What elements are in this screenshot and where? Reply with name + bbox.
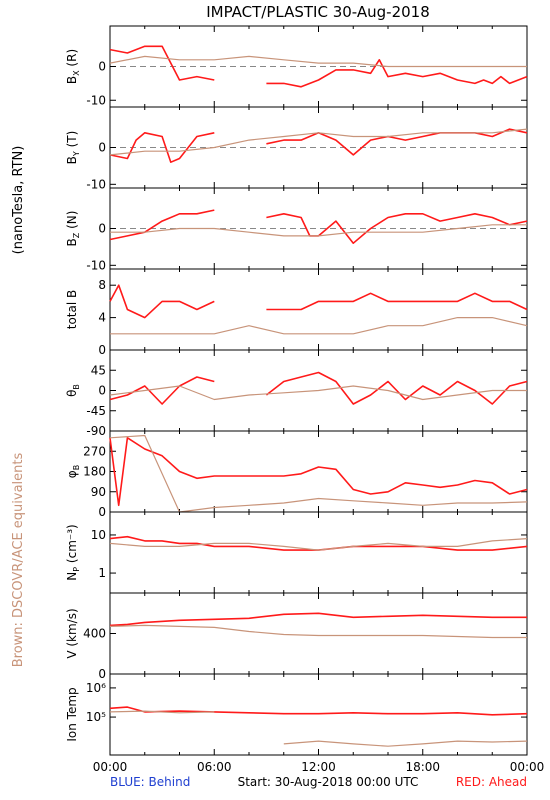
footer-ahead-label: RED: Ahead — [456, 775, 527, 789]
x-tick-label: 06:00 — [197, 760, 232, 774]
panel-bz: 0 -10 BZ (N) — [65, 187, 528, 272]
y-tick-label: 0 — [98, 343, 106, 357]
y-axis-label: BZ (N) — [65, 211, 81, 247]
y-tick-label: 0 — [98, 222, 106, 236]
y-tick-label: 90 — [91, 485, 106, 499]
y-axis-label: θB — [65, 384, 81, 397]
y-tick-label: 45 — [91, 363, 106, 377]
panel-theta: 45 0 -45 -90 θB — [65, 349, 528, 438]
panel-temp: 10⁶ 10⁵ Ion Temp — [65, 673, 528, 756]
panel-frame — [109, 592, 528, 675]
series-equivalent-line — [109, 55, 527, 68]
y-axis-label: BY (T) — [65, 131, 81, 165]
panel-bx: 0 -10 BX (R) — [65, 25, 528, 108]
series-ahead-line — [109, 612, 527, 627]
series-equivalent-line — [110, 224, 527, 237]
left-brown-label: Brown: DSCOVR/ACE equivalents — [11, 453, 26, 668]
series-equivalent-line — [109, 538, 528, 551]
series-equivalent-line — [110, 317, 528, 335]
y-tick-label: -10 — [86, 177, 106, 191]
y-axis-label: V (km/s) — [65, 608, 79, 658]
y-tick-label: -10 — [86, 258, 106, 272]
series-equivalent-line — [109, 385, 527, 401]
left-group-label: (nanoTesla, RTN) — [11, 146, 26, 255]
y-axis-label: NP (cm⁻³) — [65, 524, 81, 580]
y-tick-label: 400 — [83, 627, 106, 641]
series-equivalent-line — [109, 434, 528, 513]
y-tick-label: 8 — [98, 278, 106, 292]
x-tick-label: 00:00 — [93, 760, 128, 774]
panel-v: 400 0 V (km/s) — [65, 592, 528, 681]
series-ahead-line — [109, 284, 528, 319]
series-ahead-line — [109, 128, 528, 163]
series-equivalent-line — [109, 624, 527, 639]
x-tick-label: 12:00 — [301, 760, 336, 774]
y-tick-label: 0 — [98, 505, 106, 519]
footer-start-label: Start: 30-Aug-2018 00:00 UTC — [238, 775, 419, 789]
series-equivalent-line — [109, 128, 528, 156]
panel-frame — [109, 511, 528, 594]
series-ahead-line — [109, 209, 528, 244]
x-tick-label: 18:00 — [405, 760, 440, 774]
series-ahead-line — [109, 45, 528, 88]
x-axis-ticks: 00:00 06:00 12:00 18:00 00:00 — [93, 760, 545, 774]
y-tick-label: 4 — [98, 311, 106, 325]
footer-behind-label: BLUE: Behind — [110, 775, 190, 789]
y-tick-label: 270 — [83, 444, 106, 458]
series-ahead-line — [109, 437, 528, 507]
y-tick-label: -90 — [86, 424, 106, 438]
panel-tb: 0 4 8 total B — [65, 268, 528, 357]
y-tick-label: 0 — [98, 60, 106, 74]
y-tick-label: 0 — [98, 667, 106, 681]
y-tick-label: 10⁶ — [86, 681, 106, 695]
chart-title: IMPACT/PLASTIC 30-Aug-2018 — [206, 3, 430, 21]
panel-frame — [109, 430, 528, 513]
y-tick-label: 0 — [98, 384, 106, 398]
panel-np: 10 1 NP (cm⁻³) — [65, 511, 528, 594]
y-axis-label: φB — [65, 465, 81, 478]
y-tick-label: 10⁵ — [86, 710, 106, 724]
y-tick-label: 10 — [91, 528, 106, 542]
panel-frame — [109, 268, 528, 351]
y-axis-label: BX (R) — [65, 49, 81, 84]
panel-phi: 270 180 90 0 φB — [65, 430, 528, 519]
y-tick-label: 0 — [98, 141, 106, 155]
y-tick-label: 1 — [98, 566, 106, 580]
x-tick-label: 00:00 — [510, 760, 545, 774]
panel-by: 0 -10 BY (T) — [65, 106, 528, 191]
y-tick-label: 180 — [83, 465, 106, 479]
panels: 0 -10 BX (R) 0 -10 BY (T) 0 -10 BZ (N) 0 4 8 total B… — [65, 25, 528, 756]
series-ahead-line — [109, 706, 528, 716]
series-ahead-line — [109, 535, 528, 551]
y-axis-label: total B — [65, 290, 79, 330]
series-equivalent-line — [109, 710, 528, 747]
series-ahead-line — [109, 371, 528, 405]
y-axis-label: Ion Temp — [65, 687, 79, 741]
y-tick-label: -45 — [86, 404, 106, 418]
y-tick-label: -10 — [86, 93, 106, 107]
